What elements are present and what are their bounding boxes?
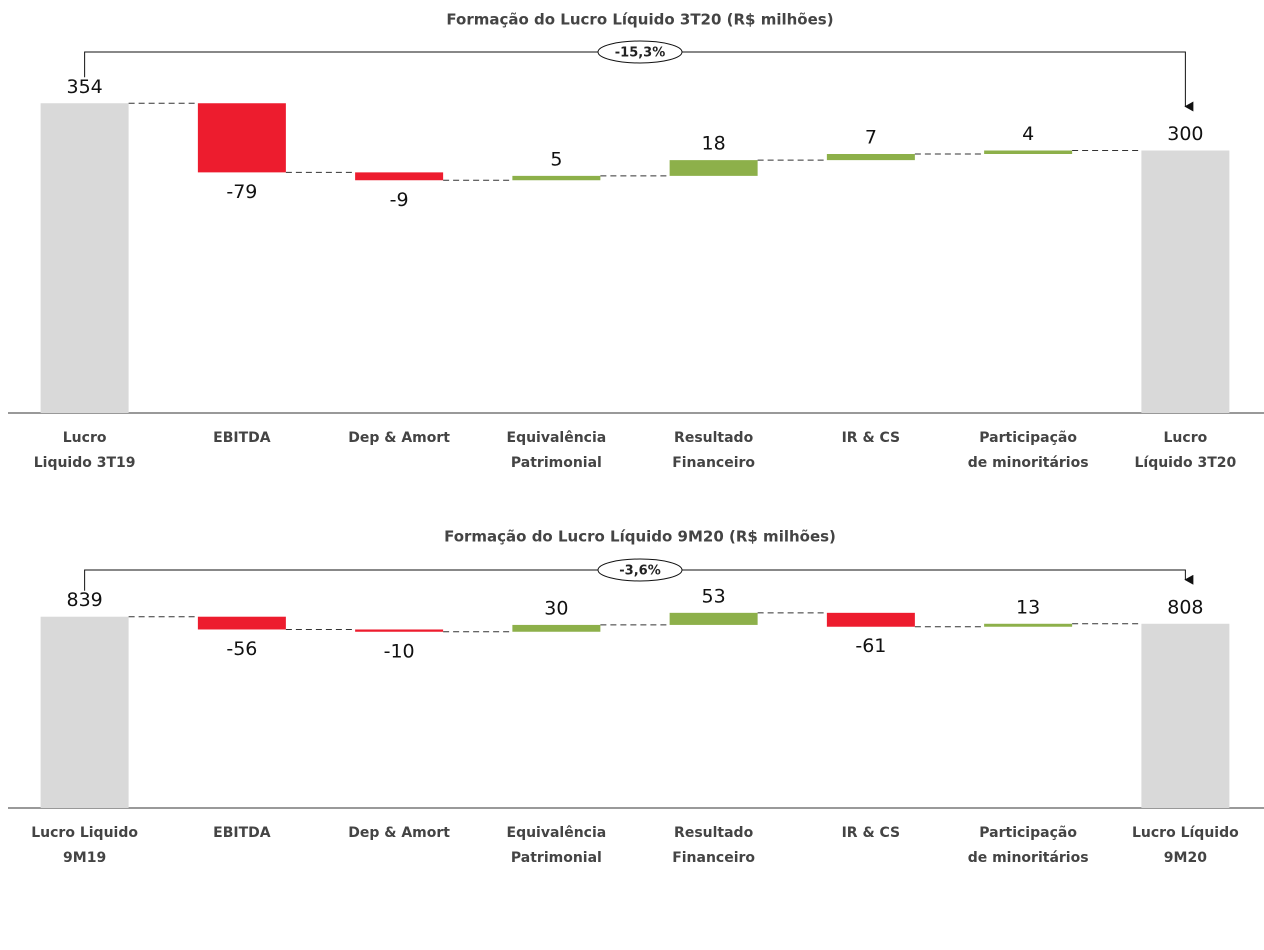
x-tick-label: IR & CS (842, 430, 901, 446)
value-label: 808 (1167, 596, 1203, 618)
bar (355, 172, 444, 181)
value-label: 5 (550, 148, 562, 170)
x-tick-label: Equivalência Patrimonial (507, 825, 607, 866)
x-tick-label: EBITDA (213, 825, 271, 841)
chart-title: Formação do Lucro Líquido 3T20 (R$ milhõ… (446, 11, 833, 29)
x-tick-label: Dep & Amort (348, 430, 450, 446)
annotation: -15,3% (615, 46, 666, 61)
bar (984, 623, 1073, 627)
x-tick-label: Lucro Liquido 9M19 (31, 825, 138, 866)
value-label: -10 (384, 640, 415, 662)
bar (1141, 623, 1230, 808)
x-tick-label: Participação de minoritários (968, 825, 1089, 866)
bar (40, 616, 129, 808)
bar (512, 624, 601, 632)
chart-title: Formação do Lucro Líquido 9M20 (R$ milhõ… (444, 528, 836, 546)
bar (197, 616, 286, 630)
x-tick-label: EBITDA (213, 430, 271, 446)
bar (669, 160, 758, 176)
x-tick-label: Resultado Financeiro (672, 825, 755, 866)
x-tick-label: Participação de minoritários (968, 430, 1089, 471)
value-label: 13 (1016, 596, 1040, 618)
value-label: 53 (702, 585, 726, 607)
value-label: 839 (66, 589, 102, 611)
x-tick-label: Equivalência Patrimonial (507, 430, 607, 471)
bar (40, 103, 129, 413)
bar (826, 612, 915, 627)
x-tick-label: IR & CS (842, 825, 901, 841)
bar (826, 154, 915, 161)
annotation-box (597, 558, 683, 582)
value-label: -61 (855, 635, 886, 657)
x-tick-label: Lucro Liquido 3T19 (34, 430, 136, 471)
value-label: 30 (544, 597, 568, 619)
bar (984, 150, 1073, 154)
value-label: -79 (226, 181, 257, 203)
value-label: 18 (702, 133, 726, 155)
x-tick-label: Resultado Financeiro (672, 430, 755, 471)
x-tick-label: Dep & Amort (348, 825, 450, 841)
value-label: 4 (1022, 123, 1034, 145)
x-tick-label: Lucro Líquido 9M20 (1132, 825, 1239, 866)
bar (512, 175, 601, 181)
bar (197, 103, 286, 173)
x-tick-label: Lucro Líquido 3T20 (1134, 430, 1236, 471)
value-label: 300 (1167, 123, 1203, 145)
annotation: -3,6% (619, 564, 660, 579)
value-label: -56 (226, 638, 257, 660)
bar (669, 612, 758, 625)
bar (1141, 150, 1230, 413)
value-label: 354 (66, 76, 102, 98)
annotation-box (597, 40, 683, 64)
value-label: 7 (865, 127, 877, 149)
bar (355, 629, 444, 632)
value-label: -9 (390, 189, 409, 211)
